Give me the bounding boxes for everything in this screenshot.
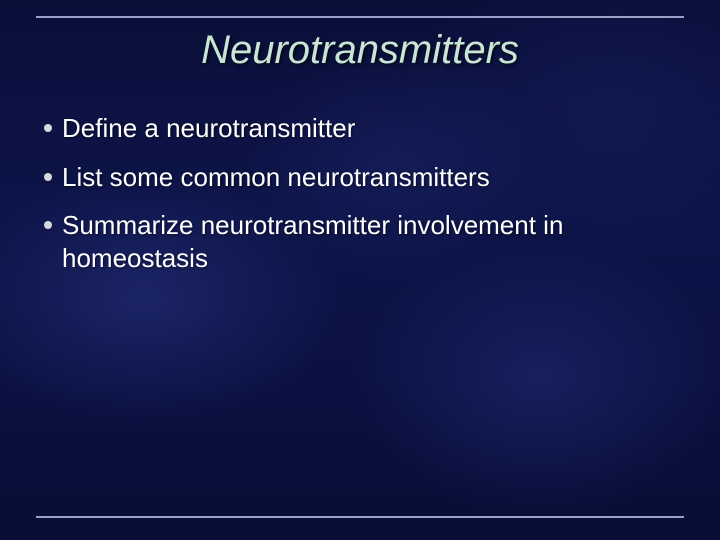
bullet-icon [44,124,52,132]
slide-body: Define a neurotransmitter List some comm… [44,112,676,290]
list-item: Define a neurotransmitter [44,112,676,145]
list-item-text: Summarize neurotransmitter involvement i… [62,209,676,274]
slide-title: Neurotransmitters [0,28,720,73]
slide: Neurotransmitters Define a neurotransmit… [0,0,720,540]
list-item-text: Define a neurotransmitter [62,112,355,145]
list-item: List some common neurotransmitters [44,161,676,194]
bottom-rule [36,516,684,518]
bullet-icon [44,221,52,229]
top-rule [36,16,684,18]
bullet-icon [44,173,52,181]
list-item-text: List some common neurotransmitters [62,161,490,194]
list-item: Summarize neurotransmitter involvement i… [44,209,676,274]
